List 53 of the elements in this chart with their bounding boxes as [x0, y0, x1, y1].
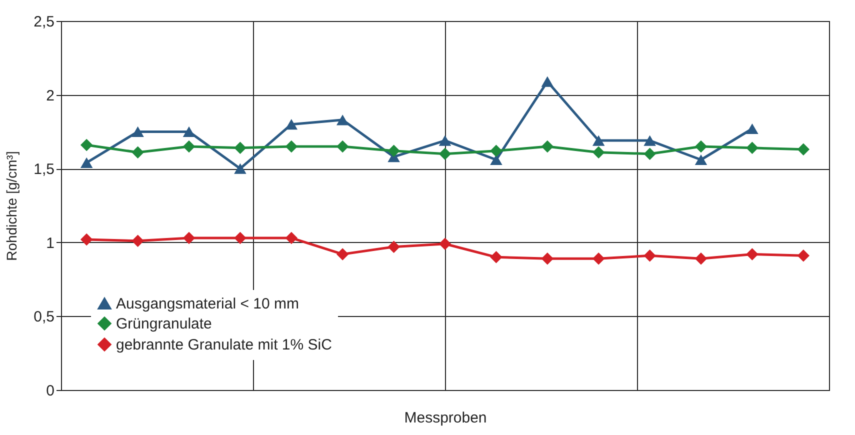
point [592, 146, 605, 158]
point [438, 238, 452, 250]
point [336, 248, 349, 260]
point [336, 114, 349, 126]
point [182, 126, 196, 138]
y-tick-label: 1 [46, 234, 54, 252]
y-tick-label: 0,5 [34, 308, 54, 326]
y-tick-label: 1,5 [34, 161, 54, 178]
point [797, 250, 810, 262]
point [336, 140, 349, 153]
point [234, 163, 246, 174]
point [80, 138, 93, 152]
point [388, 144, 400, 158]
point [438, 135, 452, 146]
point [132, 126, 144, 138]
point [644, 135, 656, 146]
point [490, 251, 502, 264]
point [541, 252, 554, 265]
y-tick-label: 2 [46, 87, 54, 104]
point [644, 148, 656, 160]
point [182, 140, 196, 153]
point [80, 157, 93, 168]
point [132, 234, 144, 248]
point [285, 119, 298, 130]
y-axis-title: Rohdichte [g/cm³] [4, 151, 20, 261]
point [694, 252, 708, 265]
point [541, 140, 554, 153]
point [490, 144, 502, 158]
point [285, 232, 298, 244]
point [644, 250, 656, 262]
point [234, 232, 246, 244]
point [438, 148, 452, 160]
point [182, 232, 196, 244]
legend-label: Grüngranulate [116, 316, 212, 332]
point [746, 248, 758, 260]
point [694, 140, 708, 153]
point [592, 135, 605, 146]
legend-label: Ausgangsmaterial < 10 mm [116, 296, 300, 312]
point [132, 146, 144, 158]
legend-label: gebrannte Granulate mit 1% SiC [116, 336, 332, 354]
y-tick-label: 0 [46, 382, 54, 400]
point [592, 252, 605, 265]
point [746, 123, 758, 134]
point [234, 142, 246, 154]
point [388, 240, 400, 253]
x-axis-title: Messproben [404, 410, 487, 426]
y-tick-label: 2,5 [34, 14, 54, 30]
point [694, 154, 708, 166]
point [80, 233, 93, 246]
point [797, 143, 810, 156]
point [746, 142, 758, 154]
point [285, 140, 298, 153]
point [541, 76, 554, 87]
